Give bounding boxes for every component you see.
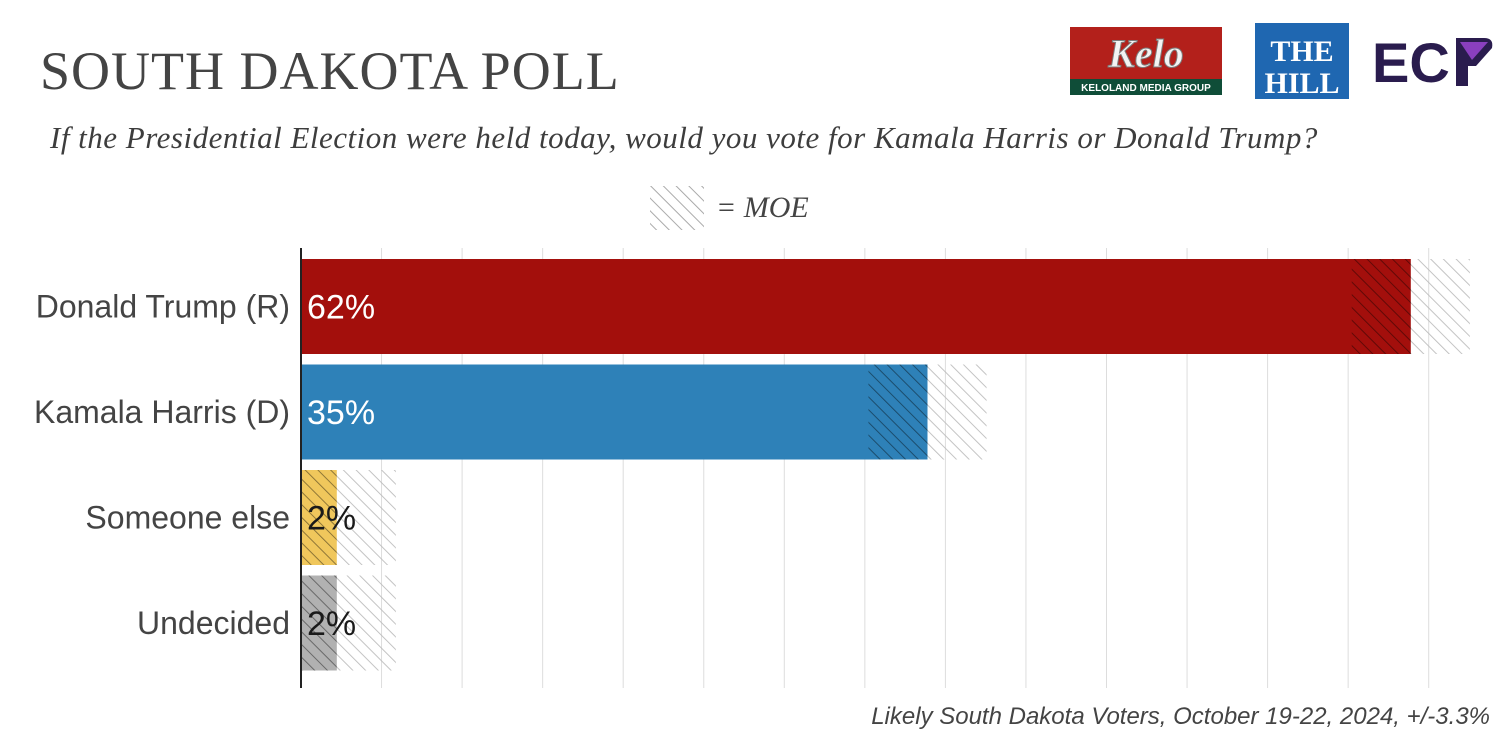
value-label: 2% [307, 500, 356, 538]
kelo-logo: Kelo KELOLAND MEDIA GROUP [1062, 25, 1230, 99]
moe-band [336, 575, 396, 671]
chart-title: SOUTH DAKOTA POLL [40, 41, 620, 101]
moe-band-inner [868, 364, 928, 460]
value-label: 2% [307, 605, 356, 643]
moe-band [927, 364, 987, 460]
moe-band-inner [301, 470, 337, 565]
ecp-logo: EC [1372, 30, 1494, 94]
bar [301, 364, 928, 460]
moe-band [336, 470, 396, 565]
category-label: Undecided [137, 605, 290, 641]
legend-label: = MOE [716, 191, 809, 224]
value-label: 62% [307, 289, 375, 327]
the-hill-logo-top: THE [1270, 35, 1333, 68]
moe-band [1410, 259, 1470, 354]
ecp-logo-wordmark: EC [1372, 31, 1450, 90]
kelo-logo-subtext: KELOLAND MEDIA GROUP [1081, 83, 1211, 94]
legend: = MOE [650, 185, 809, 231]
value-label: 35% [307, 394, 375, 432]
chart-subtitle: If the Presidential Election were held t… [50, 120, 1318, 155]
category-label: Kamala Harris (D) [34, 394, 290, 430]
bar [301, 259, 1411, 354]
category-label: Someone else [85, 500, 290, 536]
the-hill-logo-bottom: HILL [1264, 67, 1339, 99]
the-hill-logo: THE HILL [1255, 23, 1349, 100]
source-note: Likely South Dakota Voters, October 19-2… [871, 703, 1490, 730]
category-label: Donald Trump (R) [36, 289, 290, 325]
moe-hatch-swatch [650, 186, 704, 230]
moe-band-inner [1351, 259, 1411, 354]
kelo-logo-wordmark: Kelo [1107, 31, 1184, 76]
moe-band-inner [301, 575, 337, 671]
